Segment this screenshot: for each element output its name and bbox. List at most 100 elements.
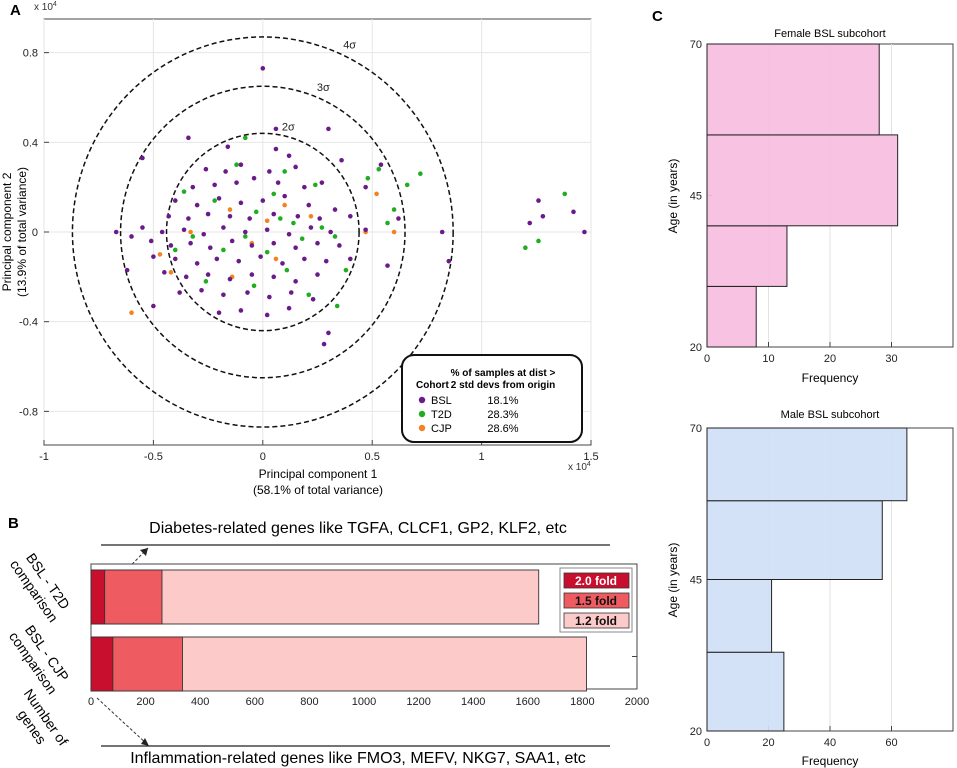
fold-legend: 2.0 fold 1.5 fold 1.2 fold — [559, 567, 633, 633]
legend-name-t2d: T2D — [431, 409, 452, 421]
pca-point-bsl — [363, 227, 368, 233]
legend-pct-t2d: 28.3% — [487, 409, 518, 421]
legend-pct-cjp: 28.6% — [487, 423, 518, 435]
pca-point-t2d — [306, 292, 312, 298]
female-y-tick-label: 20 — [690, 342, 702, 354]
pca-y-axis-label: Principal component 2 — [0, 172, 14, 291]
pca-point-t2d — [264, 249, 270, 255]
pca-point-bsl — [293, 245, 298, 250]
pca-point-bsl — [183, 274, 189, 280]
pca-point-bsl — [186, 216, 191, 221]
gene-count-bars — [90, 569, 587, 692]
pca-point-bsl — [319, 180, 325, 185]
pca-point-bsl — [328, 229, 333, 235]
pca-point-t2d — [278, 216, 283, 221]
bar-fold-1-2-row1 — [90, 569, 540, 625]
pca-point-bsl — [315, 272, 320, 277]
female-bar — [706, 225, 788, 287]
pca-x-tick-label: 1 — [479, 451, 485, 463]
pca-point-t2d — [234, 162, 239, 168]
pca-point-bsl — [321, 341, 327, 347]
fold-legend-1-5-label: 1.5 fold — [575, 594, 617, 608]
female-tick-labels: 0 10 20 30 20 45 70 — [690, 39, 898, 365]
male-y-tick-label: 70 — [690, 423, 702, 435]
pca-y-tick-label: 0 — [32, 227, 38, 239]
pca-point-bsl — [216, 310, 222, 316]
gene-count-x-tick-label: 1800 — [570, 696, 594, 708]
panel-label-b: B — [8, 515, 19, 532]
bar-fold-2-0-row2 — [90, 636, 114, 692]
pca-point-bsl — [286, 305, 292, 311]
pca-point-bsl — [194, 261, 200, 266]
male-x-axis-label: Frequency — [802, 754, 859, 768]
gene-count-x-tick-label: 0 — [88, 696, 94, 708]
gene-count-tick-labels: 0 200 400 600 800 1000 1200 1400 1600 1800 2000 — [88, 696, 649, 708]
pca-tick-labels: -1 -0.5 0 0.5 1 1.5 -0.8 -0.4 0 0.4 0.8 — [19, 48, 599, 463]
male-bar — [706, 500, 883, 580]
pca-point-bsl — [348, 214, 353, 219]
male-bar — [706, 651, 785, 732]
sigma-circles: 2σ 3σ 4σ — [71, 36, 454, 428]
male-bar — [706, 579, 773, 653]
fold-legend-1-2-label: 1.2 fold — [575, 614, 617, 628]
pca-point-bsl — [286, 153, 292, 159]
pca-point-t2d — [365, 175, 371, 181]
legend-marker-bsl — [418, 396, 426, 404]
pca-point-t2d — [536, 238, 541, 244]
pca-point-bsl — [439, 229, 445, 235]
legend-header-pct-1: % of samples at dist > — [451, 368, 556, 379]
pca-point-cjp — [374, 191, 379, 197]
pca-point-bsl — [286, 231, 292, 237]
pca-point-bsl — [238, 200, 244, 206]
pca-point-bsl — [238, 308, 244, 313]
pca-point-bsl — [536, 198, 541, 203]
pca-point-bsl — [264, 227, 270, 233]
female-x-tick-label: 20 — [824, 353, 836, 365]
sigma-circle — [119, 85, 406, 379]
pca-point-bsl — [295, 214, 301, 219]
legend-marker-cjp — [418, 424, 426, 432]
pca-legend-box — [401, 354, 583, 443]
sigma-circle-label: 4σ — [343, 39, 356, 51]
pca-point-bsl — [227, 276, 233, 282]
pca-point-bsl — [151, 303, 156, 309]
male-bars — [706, 427, 908, 732]
pca-x-tick-label: -0.5 — [144, 451, 163, 463]
pca-point-bsl — [172, 256, 178, 262]
gene-count-x-tick-label: 1600 — [516, 696, 540, 708]
pca-point-bsl — [282, 193, 287, 199]
pca-point-t2d — [251, 283, 257, 289]
pca-point-bsl — [236, 258, 242, 264]
pca-point-bsl — [275, 180, 281, 185]
legend-marker-t2d — [418, 410, 426, 418]
gene-count-x-tick-label: 2000 — [625, 696, 649, 708]
legend-name-bsl: BSL — [431, 395, 452, 407]
pca-point-bsl — [251, 175, 257, 181]
pca-point-t2d — [299, 236, 305, 242]
pca-point-bsl — [177, 290, 182, 295]
fold-legend-1-2 — [563, 612, 630, 629]
pca-point-bsl — [194, 202, 200, 208]
fold-legend-2-0-label: 2.0 fold — [575, 574, 617, 588]
pca-point-bsl — [317, 216, 322, 221]
pca-point-bsl — [271, 240, 277, 246]
pca-point-bsl — [216, 196, 222, 201]
pca-point-bsl — [188, 240, 193, 246]
annotation-top-arrowhead — [140, 548, 148, 556]
pca-point-bsl — [159, 229, 165, 235]
pca-point-bsl — [225, 144, 231, 150]
x-multiplier: x 104 — [568, 461, 591, 473]
pca-point-bsl — [238, 162, 244, 168]
pca-point-bsl — [249, 243, 255, 248]
pca-point-t2d — [172, 247, 178, 253]
pca-point-t2d — [376, 166, 382, 172]
pca-point-bsl — [249, 272, 255, 277]
pca-y-tick-label: -0.8 — [19, 406, 38, 418]
pca-point-bsl — [267, 169, 272, 174]
pca-point-bsl — [172, 198, 178, 203]
pca-point-bsl — [446, 258, 452, 264]
pca-point-t2d — [221, 247, 226, 253]
sigma-circle-label: 3σ — [317, 82, 330, 94]
pca-point-cjp — [282, 202, 287, 208]
sigma-circle — [165, 132, 360, 332]
